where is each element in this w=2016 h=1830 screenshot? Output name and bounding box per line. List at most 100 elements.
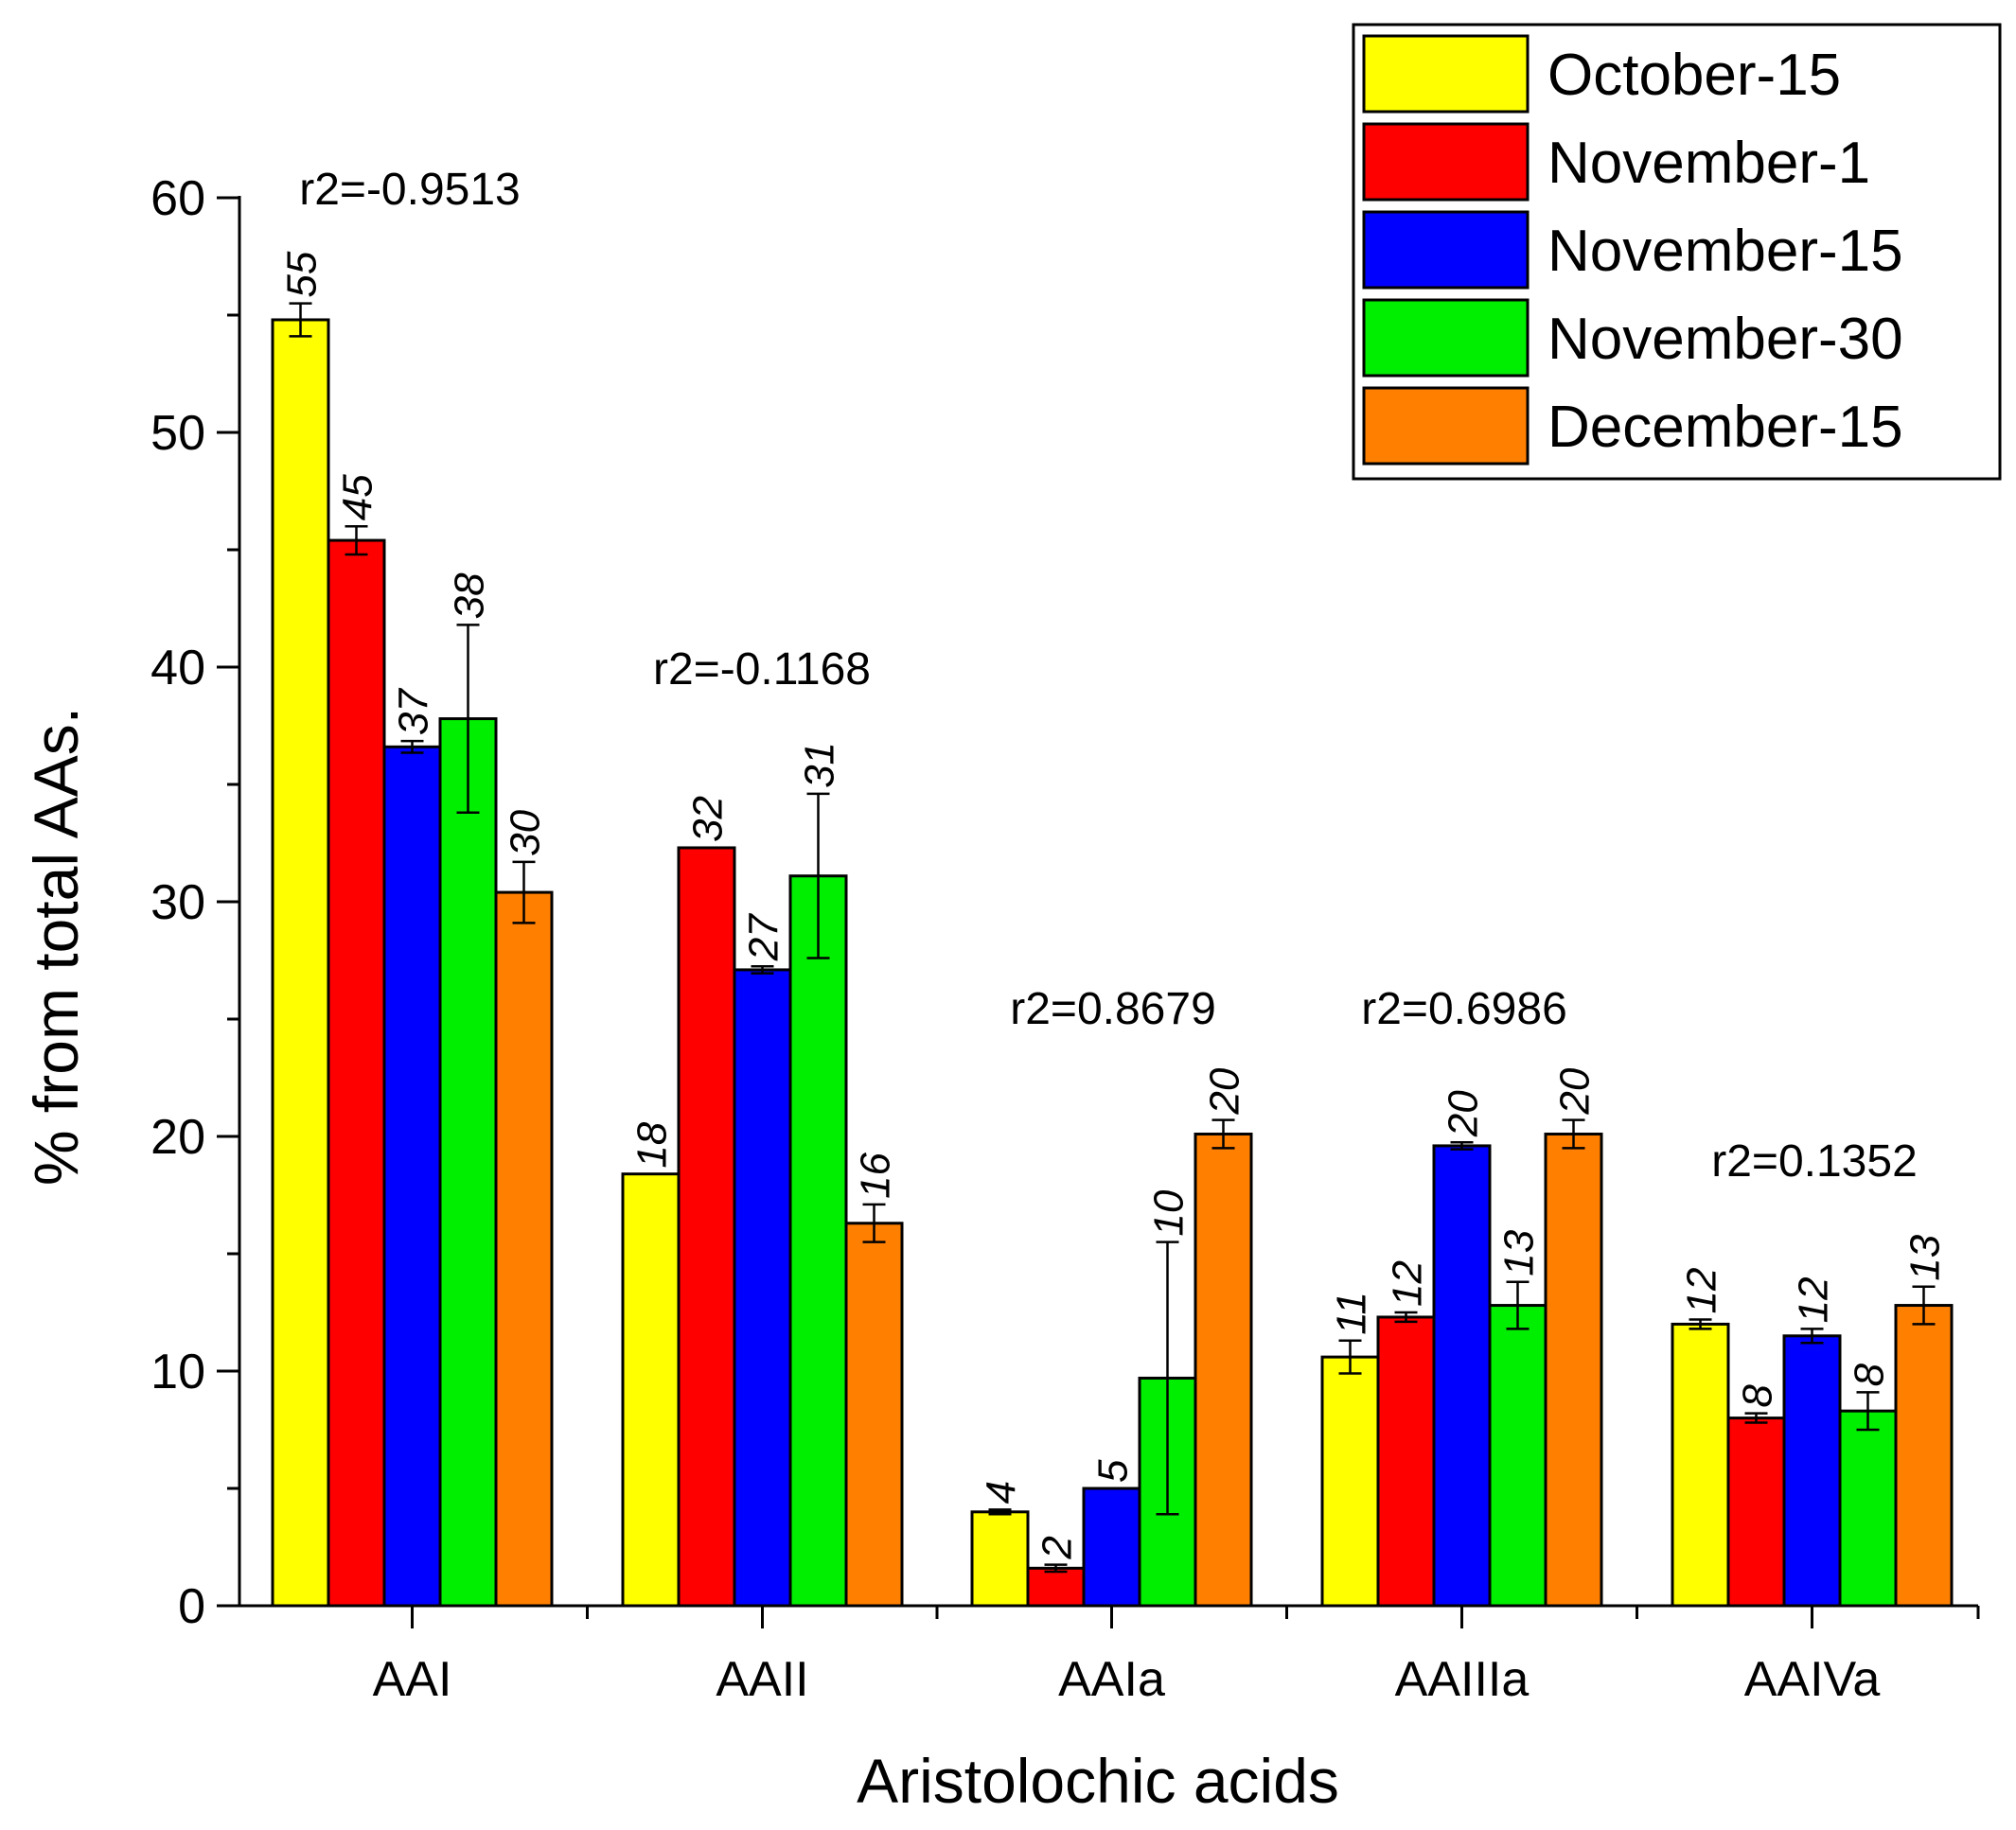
error-bar-aaiiia-series-5 [1562,1118,1585,1150]
data-label: 12 [1679,1267,1725,1313]
bar-aaia-series-5 [1194,1133,1253,1608]
data-label: 8 [1735,1384,1781,1408]
error-bar-aaia-series-5 [1211,1118,1235,1150]
error-bar-aaiva-series-4 [1856,1391,1880,1432]
x-axis-title: Aristolochic acids [857,1746,1339,1816]
annotations-layer: r2=-0.9513 r2=-0.1168 r2=0.8679 r2=0.6986 r2… [299,165,1918,1187]
data-label: 10 [1146,1189,1193,1236]
bars-layer [271,318,1954,1608]
data-label: 2 [1035,1536,1081,1559]
r2-annotation-aaiva: r2=0.1352 [1711,1136,1918,1187]
bar-aai-series-5 [494,890,554,1608]
bar-aaiiia-series-1 [1320,1355,1380,1608]
error-bar-aaii-series-4 [806,792,830,959]
x-tick-label: AAIIIa [1395,1652,1530,1707]
y-tick-label: 60 [150,171,205,226]
y-tick-label: 10 [150,1345,205,1399]
legend-swatch [1362,298,1530,378]
data-label: 8 [1847,1363,1893,1386]
bar-aaiiia-series-4 [1488,1304,1547,1608]
legend-swatch [1362,34,1530,114]
bar-aaiva-series-4 [1838,1409,1898,1608]
error-bar-aaiva-series-1 [1689,1318,1712,1330]
y-tick-label: 50 [150,406,205,461]
x-tick-label: AAI [373,1652,452,1707]
legend-label: December-15 [1547,395,1903,460]
axes-layer: 0 10 20 30 40 50 60 AAI AAII AAIa AAIIIa AAIVa [150,171,1980,1707]
legend-item: November-1 [1362,122,1870,202]
bar-aaiiia-series-5 [1544,1133,1603,1608]
data-label: 13 [1902,1234,1949,1280]
y-tick-label: 40 [150,641,205,695]
error-bar-aaiiia-series-1 [1338,1339,1362,1375]
data-label: 32 [685,796,732,842]
legend-item: December-15 [1362,386,1903,466]
bar-aai-series-4 [438,717,498,1608]
r2-annotation-aai: r2=-0.9513 [299,165,521,215]
bar-aaiva-series-5 [1894,1304,1954,1608]
legend-label: October-15 [1547,43,1841,108]
bar-aaiiia-series-3 [1432,1144,1492,1608]
x-tick-label: AAII [716,1652,808,1707]
legend: October-15 November-1 November-15 November-… [1352,23,2002,481]
error-bar-aaiva-series-2 [1744,1412,1768,1424]
r2-annotation-aaiiia: r2=0.6986 [1361,984,1567,1034]
y-tick-label: 20 [150,1110,205,1165]
x-tick-label: AAIa [1058,1652,1165,1707]
legend-item: November-30 [1362,298,1903,378]
error-bar-aai-series-2 [345,524,368,556]
data-label: 38 [447,572,493,619]
x-tick-label: AAIVa [1744,1652,1881,1707]
data-label: 31 [797,742,843,788]
bar-aaii-series-5 [844,1222,904,1608]
data-label: 20 [1202,1067,1248,1115]
data-label: 55 [279,251,326,297]
bar-aaii-series-1 [621,1172,681,1608]
legend-swatch [1362,122,1530,202]
bar-aaiva-series-3 [1782,1334,1842,1608]
bar-aaiva-series-2 [1726,1416,1786,1608]
error-bar-aaia-series-1 [988,1508,1012,1516]
y-tick-label: 0 [178,1579,205,1634]
data-label: 16 [853,1152,899,1198]
error-bar-aaii-series-5 [862,1203,886,1243]
data-label: 12 [1385,1260,1431,1307]
error-bar-aaiva-series-3 [1800,1328,1824,1345]
bar-aaiva-series-1 [1671,1322,1730,1608]
data-label: 4 [979,1481,1025,1504]
error-bar-aaii-series-3 [751,964,774,975]
bar-aaia-series-3 [1082,1487,1141,1608]
error-bar-aai-series-1 [289,302,312,338]
error-bar-aaia-series-4 [1156,1241,1179,1516]
r2-annotation-aaii: r2=-0.1168 [653,644,871,695]
bar-aai-series-2 [327,538,386,1608]
bar-aai-series-3 [382,745,442,1608]
data-label: 30 [503,809,549,855]
bar-aaii-series-4 [788,874,848,1608]
data-label: 11 [1329,1292,1375,1335]
legend-label: November-30 [1547,307,1903,372]
data-label: 37 [391,688,437,735]
data-label: 45 [335,474,381,520]
legend-swatch [1362,386,1530,466]
data-label: 5 [1090,1459,1137,1483]
error-bar-aaiiia-series-4 [1506,1280,1530,1330]
legend-label: November-1 [1547,131,1870,196]
data-label: 20 [1552,1067,1599,1115]
y-tick-label: 30 [150,875,205,930]
bar-aaiiia-series-2 [1376,1315,1436,1608]
legend-item: October-15 [1362,34,1841,114]
data-label: 20 [1441,1090,1487,1137]
r2-annotation-aaia: r2=0.8679 [1010,984,1216,1034]
error-bars-layer [289,302,1936,1574]
error-bar-aai-series-4 [456,624,480,815]
data-label: 27 [741,913,787,961]
data-label: 13 [1496,1229,1543,1276]
bar-aaia-series-1 [970,1510,1030,1608]
legend-item: November-15 [1362,210,1903,290]
error-bar-aaiiia-series-2 [1394,1311,1418,1324]
y-axis-title: % from total AAs. [21,707,91,1186]
error-bar-aaiva-series-5 [1912,1285,1936,1326]
